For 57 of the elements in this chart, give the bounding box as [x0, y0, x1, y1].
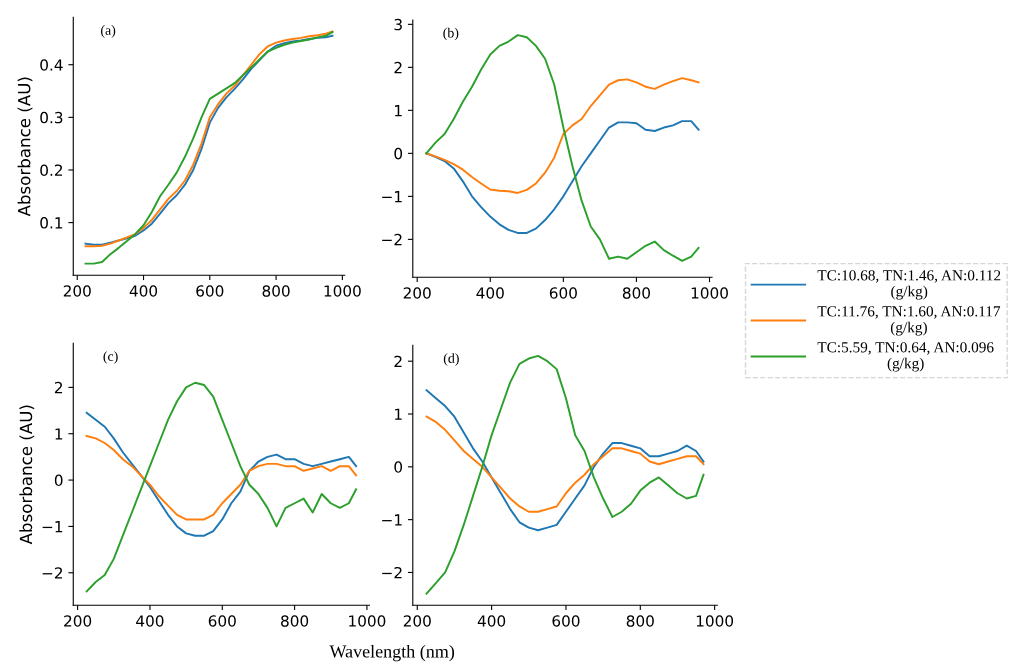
line-series: [85, 411, 358, 537]
legend-label: TC:10.68, TN:1.46, AN:0.112 (g/kg): [817, 270, 1001, 300]
annotation: (d): [443, 353, 459, 366]
y-tick-label: −2: [382, 566, 402, 579]
line-series: [85, 381, 358, 593]
x-tick-label: 1000: [349, 615, 386, 627]
line-series: [425, 354, 705, 595]
y-tick-label: 0.1: [40, 217, 63, 229]
y-tick-label: −1: [382, 191, 402, 203]
legend-label: TC:11.76, TN:1.60, AN:0.117 (g/kg): [817, 306, 1001, 336]
line-series: [85, 435, 358, 521]
x-tick-label: 600: [208, 615, 236, 627]
y-tick-label: −2: [42, 567, 63, 579]
x-tick-label: 800: [281, 615, 309, 627]
legend-label: TC:5.59, TN:0.64, AN:0.096 (g/kg): [817, 342, 994, 372]
y-tick-label: −2: [382, 233, 402, 246]
line-series: [425, 77, 700, 194]
y-tick-label: −1: [42, 521, 63, 533]
y-tick-label: 0: [394, 147, 403, 160]
x-tick-label: 200: [403, 287, 431, 299]
y-tick-label: 1: [55, 428, 63, 440]
x-tick-label: 200: [64, 615, 92, 627]
x-tick-label: 800: [262, 285, 290, 297]
x-tick-label: 600: [196, 285, 224, 297]
x-tick-label: 600: [549, 287, 577, 299]
y-tick-label: 2: [394, 355, 402, 368]
annotation: (a): [101, 25, 116, 38]
y-tick-label: 2: [54, 381, 63, 394]
x-tick-label: 800: [622, 287, 650, 299]
x-tick-label: 800: [626, 615, 654, 627]
annotation: (c): [103, 351, 118, 364]
y-tick-label: 0.3: [40, 111, 63, 124]
x-tick-label: 400: [136, 615, 164, 627]
x-axis-title: Wavelength (nm): [329, 644, 455, 662]
y-tick-label: 2: [394, 61, 402, 74]
y-tick-label: 0.4: [40, 59, 63, 71]
x-tick-label: 600: [552, 615, 580, 627]
x-tick-label: 1000: [324, 285, 361, 297]
x-tick-label: 1000: [696, 615, 734, 627]
line-series: [425, 389, 705, 532]
x-tick-label: 400: [476, 287, 504, 299]
x-tick-label: 1000: [691, 287, 728, 299]
y-tick-label: 0: [394, 461, 403, 473]
y-tick-label: 0: [54, 474, 63, 487]
y-axis-title: Absorbance (AU): [17, 77, 33, 217]
line-series: [425, 415, 705, 513]
x-tick-label: 200: [63, 285, 91, 297]
y-tick-label: −1: [382, 514, 402, 526]
x-tick-label: 400: [477, 615, 506, 627]
x-tick-label: 400: [129, 285, 158, 297]
y-tick-label: 0.2: [40, 164, 63, 176]
y-axis-title: Absorbance (AU): [19, 405, 35, 545]
annotation: (b): [443, 27, 459, 41]
x-tick-label: 200: [403, 615, 431, 627]
y-tick-label: 1: [395, 408, 402, 420]
y-tick-label: 1: [395, 105, 402, 117]
y-tick-label: 3: [394, 18, 402, 31]
